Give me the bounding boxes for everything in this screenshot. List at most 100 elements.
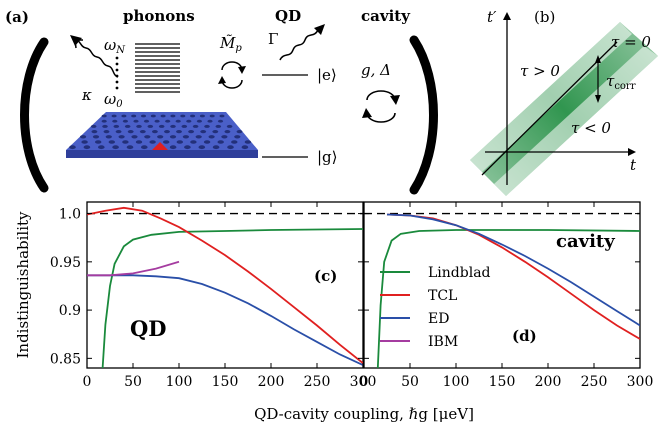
crystal-hole — [195, 135, 202, 139]
omega-n-label: ωN — [104, 36, 126, 56]
crystal-hole — [108, 140, 116, 144]
kappa-photon-icon — [70, 35, 119, 78]
y-axis-label: Indistinguishability — [14, 211, 32, 359]
x-tick-label-c: 300 — [350, 374, 377, 390]
crystal-hole — [91, 130, 98, 134]
series-lindblad-c — [101, 228, 363, 368]
crystal-hole — [80, 135, 87, 139]
panel-b: (b) t′ t τ = 0 τ > 0 τ < 0 τcorr — [470, 8, 658, 196]
crystal-hole — [157, 135, 164, 139]
panel-c-label: (c) — [314, 267, 337, 285]
crystal-hole — [131, 114, 137, 118]
quantum-dot — [152, 142, 168, 150]
legend-label-tcl: TCL — [428, 288, 457, 304]
y-tick-label: 1.0 — [59, 207, 81, 223]
x-tick-label-d: 0 — [360, 374, 369, 390]
panel-c-title: QD — [130, 316, 167, 341]
panel-d-label: (d) — [512, 327, 537, 345]
crystal-hole — [141, 145, 148, 150]
crystal-hole — [219, 114, 225, 118]
crystal-hole — [163, 140, 170, 144]
crystal-hole — [101, 114, 107, 118]
crystal-hole — [190, 114, 196, 118]
y-tick-label: 0.9 — [59, 303, 81, 319]
x-axis-label: QD-cavity coupling, ℏg [μeV] — [254, 405, 474, 423]
crystal-hole — [83, 145, 91, 150]
crystal-hole — [147, 124, 154, 128]
crystal-hole — [200, 130, 207, 134]
series-ed-c — [87, 274, 363, 366]
panel-d-title: cavity — [556, 231, 615, 252]
crystal-hole — [175, 119, 181, 123]
crystal-hole — [152, 130, 158, 134]
crystal-hole — [204, 124, 210, 128]
t-prime-label: t′ — [487, 8, 497, 26]
crystal-hole — [212, 130, 219, 134]
phonons-title: phonons — [123, 7, 195, 25]
crystal-hole — [181, 124, 188, 128]
kappa-label: κ — [81, 86, 92, 104]
crystal-hole — [198, 145, 206, 150]
crystal-hole — [215, 124, 222, 128]
crystal-hole — [170, 124, 176, 128]
crystal-hole — [180, 114, 186, 118]
series-ibm-c — [87, 260, 180, 277]
cavity-exchange-arrows-icon — [362, 90, 400, 123]
crystal-hole — [139, 130, 146, 134]
state-e-label: |e⟩ — [317, 66, 337, 84]
crystal-hole — [136, 124, 142, 128]
omega-0-label: ω0 — [104, 90, 123, 110]
crystal-hole — [236, 130, 243, 134]
crystal-hole — [169, 145, 177, 150]
crystal-hole — [160, 114, 166, 118]
crystal-hole — [127, 130, 134, 134]
crystal-hole — [208, 135, 215, 139]
crystal-hole — [217, 140, 224, 144]
crystal-hole — [81, 140, 88, 144]
legend-label-ed: ED — [428, 311, 449, 327]
tau-zero-label: τ = 0 — [611, 33, 651, 51]
crystal-hole — [203, 140, 211, 144]
x-tick-label-d: 200 — [535, 374, 562, 390]
tau-neg-label: τ < 0 — [571, 119, 611, 137]
crystal-hole — [122, 140, 129, 144]
series-ed-d — [386, 213, 640, 327]
crystal-hole — [133, 119, 139, 123]
crystal-hole — [186, 119, 192, 123]
crystal-hole — [118, 135, 125, 139]
crystal-hole — [231, 140, 238, 144]
state-g-label: |g⟩ — [317, 148, 338, 166]
crystal-hole — [101, 119, 107, 123]
crystal-hole — [227, 145, 234, 150]
y-tick-label: 0.95 — [50, 255, 81, 271]
crystal-hole — [169, 135, 177, 139]
crystal-hole — [143, 119, 150, 123]
gamma-photon-icon — [279, 24, 325, 61]
crystal-hole — [182, 135, 189, 139]
x-tick-label-d: 50 — [401, 374, 419, 390]
legend-label-ibm: IBM — [428, 334, 458, 350]
crystal-hole — [150, 114, 156, 118]
crystal-hole — [141, 114, 146, 118]
crystal-hole — [196, 119, 202, 123]
x-tick-label-c: 250 — [304, 374, 331, 390]
crystal-hole — [207, 119, 213, 123]
crystal-hole — [224, 130, 231, 134]
crystal-hole — [234, 135, 241, 139]
crystal-hole — [190, 140, 197, 144]
crystal-hole — [176, 130, 182, 134]
series-tcl-c — [87, 206, 363, 364]
crystal-hole — [164, 130, 170, 134]
crystal-hole — [92, 135, 100, 139]
crystal-hole — [165, 119, 171, 123]
crystal-hole — [199, 114, 205, 118]
crystal-hole — [244, 140, 252, 144]
crystal-hole — [102, 124, 108, 128]
right-bracket — [409, 35, 438, 195]
crystal-hole — [112, 119, 118, 123]
y-tick-label: 0.85 — [50, 351, 81, 367]
crystal-hole — [111, 114, 117, 118]
crystal-hole — [192, 124, 199, 128]
crystal-hole — [115, 130, 122, 134]
